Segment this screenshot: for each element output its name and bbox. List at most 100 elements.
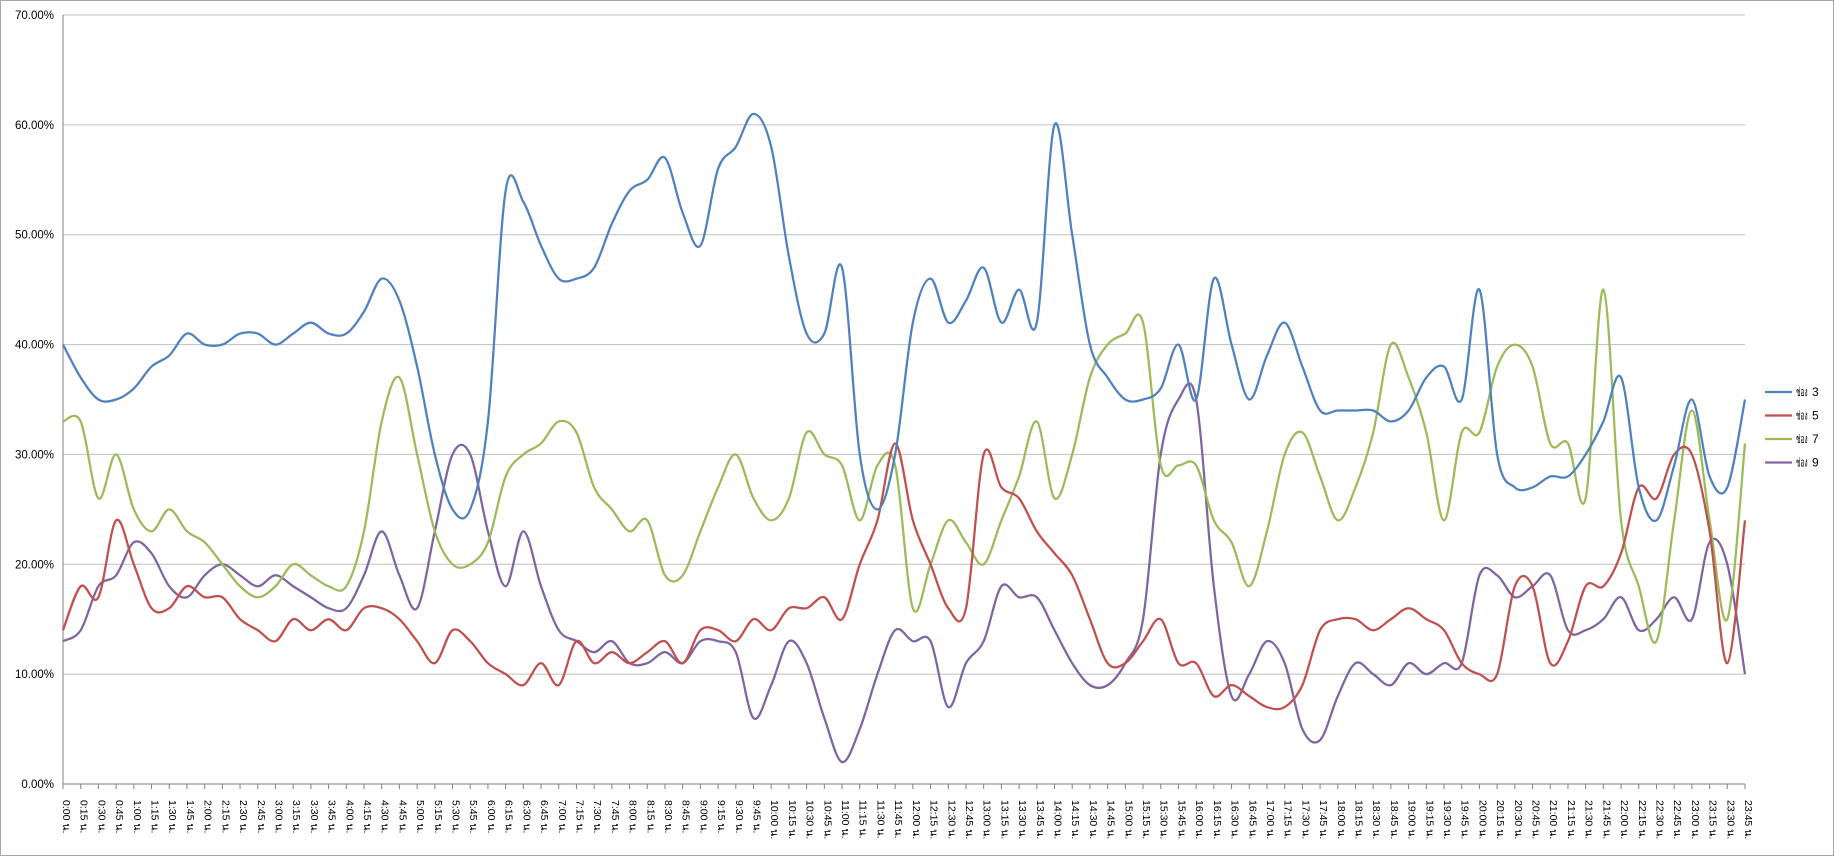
svg-text:5:45 น.: 5:45 น. [467,800,479,833]
svg-text:4:45 น.: 4:45 น. [396,800,408,833]
svg-text:50.00%: 50.00% [15,230,54,242]
svg-text:19:15 น.: 19:15 น. [1423,800,1435,839]
svg-text:18:15 น.: 18:15 น. [1352,800,1364,839]
svg-text:5:30 น.: 5:30 น. [450,800,462,833]
svg-text:14:00 น.: 14:00 น. [1051,800,1063,839]
svg-text:0.00%: 0.00% [21,779,54,791]
svg-text:6:00 น.: 6:00 น. [485,800,497,833]
svg-text:0:15 น.: 0:15 น. [78,800,90,833]
svg-text:10:15 น.: 10:15 น. [786,800,798,839]
svg-text:11:30 น.: 11:30 น. [874,800,886,839]
svg-text:20:00 น.: 20:00 น. [1476,800,1488,839]
svg-text:3: 3 [1812,385,1819,399]
svg-text:20:30 น.: 20:30 น. [1512,800,1524,839]
svg-text:11:00 น.: 11:00 น. [839,800,851,839]
svg-text:17:45 น.: 17:45 น. [1317,800,1329,839]
svg-text:13:15 น.: 13:15 น. [998,800,1010,839]
svg-text:18:00 น.: 18:00 น. [1335,800,1347,839]
svg-text:22:45 น.: 22:45 น. [1671,800,1683,839]
svg-text:9: 9 [1812,456,1819,470]
svg-text:7:30 น.: 7:30 น. [591,800,603,833]
svg-text:5: 5 [1812,409,1819,423]
svg-text:7:00 น.: 7:00 น. [556,800,568,833]
svg-text:20:45 น.: 20:45 น. [1530,800,1542,839]
svg-text:14:45 น.: 14:45 น. [1105,800,1117,839]
svg-text:10:30 น.: 10:30 น. [804,800,816,839]
svg-text:7:45 น.: 7:45 น. [609,800,621,833]
svg-text:10:00 น.: 10:00 น. [768,800,780,839]
svg-text:17:30 น.: 17:30 น. [1299,800,1311,839]
svg-text:20.00%: 20.00% [15,559,54,571]
svg-text:2:30 น.: 2:30 น. [237,800,249,833]
svg-text:8:15 น.: 8:15 น. [644,800,656,833]
svg-text:16:45 น.: 16:45 น. [1246,800,1258,839]
svg-text:13:00 น.: 13:00 น. [981,800,993,839]
svg-text:9:30 น.: 9:30 น. [733,800,745,833]
svg-text:4:30 น.: 4:30 น. [379,800,391,833]
svg-text:7: 7 [1812,432,1819,446]
svg-text:11:45 น.: 11:45 น. [892,800,904,839]
svg-text:17:15 น.: 17:15 น. [1282,800,1294,839]
svg-text:6:30 น.: 6:30 น. [520,800,532,833]
svg-text:11:15 น.: 11:15 น. [857,800,869,839]
svg-text:13:45 น.: 13:45 น. [1034,800,1046,839]
svg-text:9:45 น.: 9:45 น. [751,800,763,833]
svg-text:ช่อง: ช่อง [1796,457,1808,471]
svg-text:18:45 น.: 18:45 น. [1388,800,1400,839]
svg-text:19:00 น.: 19:00 น. [1406,800,1418,839]
svg-text:3:00 น.: 3:00 น. [272,800,284,833]
svg-text:5:15 น.: 5:15 น. [432,800,444,833]
svg-text:12:00 น.: 12:00 น. [910,800,922,839]
svg-text:ช่อง: ช่อง [1796,433,1808,447]
svg-text:21:15 น.: 21:15 น. [1565,800,1577,839]
svg-text:18:30 น.: 18:30 น. [1370,800,1382,839]
svg-text:21:30 น.: 21:30 น. [1583,800,1595,839]
svg-text:6:15 น.: 6:15 น. [503,800,515,833]
svg-text:23:00 น.: 23:00 น. [1689,800,1701,839]
svg-text:22:00 น.: 22:00 น. [1618,800,1630,839]
svg-text:20:15 น.: 20:15 น. [1494,800,1506,839]
svg-text:21:00 น.: 21:00 น. [1547,800,1559,839]
svg-text:22:30 น.: 22:30 น. [1653,800,1665,839]
svg-text:3:30 น.: 3:30 น. [308,800,320,833]
svg-text:10:45 น.: 10:45 น. [821,800,833,839]
svg-text:16:00 น.: 16:00 น. [1193,800,1205,839]
svg-text:21:45 น.: 21:45 น. [1600,800,1612,839]
svg-text:14:30 น.: 14:30 น. [1087,800,1099,839]
svg-text:15:45 น.: 15:45 น. [1175,800,1187,839]
svg-text:23:15 น.: 23:15 น. [1707,800,1719,839]
svg-text:5:00 น.: 5:00 น. [414,800,426,833]
svg-text:10.00%: 10.00% [15,669,54,681]
svg-text:19:45 น.: 19:45 น. [1459,800,1471,839]
svg-text:22:15 น.: 22:15 น. [1636,800,1648,839]
svg-text:0:30 น.: 0:30 น. [95,800,107,833]
svg-text:15:30 น.: 15:30 น. [1158,800,1170,839]
svg-text:12:45 น.: 12:45 น. [963,800,975,839]
svg-text:15:00 น.: 15:00 น. [1122,800,1134,839]
svg-text:8:30 น.: 8:30 น. [662,800,674,833]
svg-text:1:00 น.: 1:00 น. [131,800,143,833]
svg-text:4:00 น.: 4:00 น. [343,800,355,833]
svg-text:12:15 น.: 12:15 น. [928,800,940,839]
svg-text:3:45 น.: 3:45 น. [326,800,338,833]
svg-text:6:45 น.: 6:45 น. [538,800,550,833]
svg-text:30.00%: 30.00% [15,449,54,461]
svg-text:17:00 น.: 17:00 น. [1264,800,1276,839]
svg-text:9:15 น.: 9:15 น. [715,800,727,833]
svg-text:4:15 น.: 4:15 น. [361,800,373,833]
svg-text:23:30 น.: 23:30 น. [1724,800,1736,839]
svg-text:8:00 น.: 8:00 น. [627,800,639,833]
svg-text:0:45 น.: 0:45 น. [113,800,125,833]
svg-text:2:15 น.: 2:15 น. [219,800,231,833]
svg-text:1:30 น.: 1:30 น. [166,800,178,833]
svg-text:2:00 น.: 2:00 น. [202,800,214,833]
svg-text:60.00%: 60.00% [15,120,54,132]
svg-text:14:15 น.: 14:15 น. [1069,800,1081,839]
svg-text:3:15 น.: 3:15 น. [290,800,302,833]
svg-text:23:45 น.: 23:45 น. [1742,800,1754,839]
svg-text:ช่อง: ช่อง [1796,410,1808,424]
svg-text:15:15 น.: 15:15 น. [1140,800,1152,839]
svg-text:70.00%: 70.00% [15,10,54,22]
svg-text:0:00 น.: 0:00 น. [60,800,72,833]
svg-text:19:30 น.: 19:30 น. [1441,800,1453,839]
